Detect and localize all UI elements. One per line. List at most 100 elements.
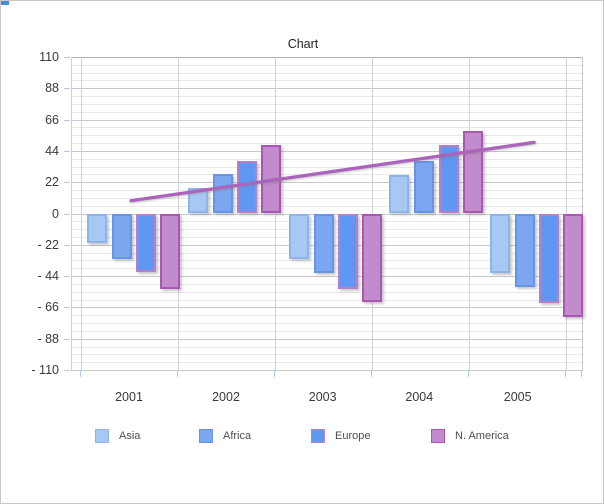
bar-europe-2001	[136, 213, 157, 272]
bar-europe-2005	[539, 213, 560, 304]
minor-gridline	[72, 283, 582, 285]
x-tick-mark	[80, 370, 81, 377]
minor-gridline	[72, 72, 582, 74]
legend-swatch	[199, 429, 213, 443]
legend-item-asia: Asia	[95, 429, 140, 443]
major-gridline	[72, 150, 582, 152]
plot-area	[71, 57, 584, 371]
major-gridline	[72, 57, 582, 58]
y-tick-label: 44	[45, 143, 59, 158]
x-tick-mark	[273, 370, 275, 377]
bar-africa-2004	[414, 160, 435, 214]
minor-gridline	[72, 330, 582, 332]
y-tick-label: 22	[45, 175, 59, 190]
x-tick-label: 2003	[308, 390, 337, 404]
y-tick-label: 88	[45, 81, 59, 96]
window-corner-accent	[1, 1, 9, 5]
bar-asia-2002	[187, 187, 208, 214]
y-tick-mark	[64, 276, 70, 278]
bar-africa-2001	[111, 213, 132, 260]
bar-europe-2004	[438, 145, 459, 214]
minor-gridline	[72, 354, 582, 356]
minor-gridline	[72, 166, 582, 168]
x-tick-label: 2001	[115, 390, 143, 404]
minor-gridline	[72, 143, 582, 145]
major-gridline	[72, 119, 582, 121]
bar-asia-2001	[87, 213, 107, 244]
major-gridline	[72, 88, 582, 90]
y-tick-mark	[64, 338, 70, 340]
major-gridline	[72, 370, 582, 371]
x-tick-mark	[581, 370, 582, 377]
y-tick-label: - 44	[37, 269, 59, 284]
bar-europe-2003	[338, 213, 359, 289]
y-tick-mark	[64, 119, 70, 121]
category-gridline	[81, 57, 82, 370]
bar-africa-2002	[212, 173, 233, 214]
x-tick-label: 2002	[212, 390, 240, 404]
x-tick-label: 2005	[503, 390, 532, 404]
y-tick-label: - 22	[37, 237, 59, 252]
minor-gridline	[72, 315, 582, 317]
x-tick-mark	[564, 370, 566, 377]
bar-namerica-2002	[261, 145, 282, 214]
y-tick-mark	[64, 370, 70, 371]
x-tick-label: 2004	[405, 390, 434, 404]
minor-gridline	[72, 158, 582, 160]
minor-gridline	[72, 323, 582, 325]
minor-gridline	[72, 64, 582, 66]
bar-asia-2003	[288, 213, 309, 260]
bar-namerica-2004	[462, 130, 483, 214]
bar-africa-2003	[313, 213, 334, 274]
bar-namerica-2003	[362, 213, 383, 302]
bar-asia-2004	[389, 175, 410, 214]
legend-swatch	[95, 429, 109, 443]
y-tick-label: 0	[52, 206, 59, 221]
minor-gridline	[72, 190, 582, 192]
x-tick-mark	[467, 370, 469, 377]
legend-swatch	[311, 429, 325, 443]
category-gridline	[274, 57, 276, 370]
bar-namerica-2005	[563, 213, 584, 318]
y-tick-mark	[64, 182, 70, 184]
legend-label: Africa	[223, 430, 252, 442]
y-tick-label: 110	[39, 50, 59, 64]
legend-label: Asia	[119, 430, 141, 442]
legend-label: Europe	[335, 430, 371, 442]
y-tick-label: - 88	[37, 331, 59, 346]
minor-gridline	[72, 174, 582, 176]
minor-gridline	[72, 205, 582, 207]
bar-europe-2002	[237, 160, 258, 214]
minor-gridline	[72, 291, 582, 293]
y-tick-label: - 110	[31, 363, 59, 377]
x-tick-mark	[370, 370, 372, 377]
legend-label: N. America	[455, 430, 509, 442]
minor-gridline	[72, 103, 582, 105]
x-tick-mark	[176, 370, 178, 377]
legend-swatch	[431, 429, 445, 443]
minor-gridline	[72, 197, 582, 199]
bar-africa-2005	[514, 213, 535, 288]
legend-item-namerica: N. America	[431, 429, 509, 443]
y-tick-mark	[64, 57, 70, 58]
minor-gridline	[72, 111, 582, 113]
bar-namerica-2001	[160, 213, 181, 289]
minor-gridline	[72, 362, 582, 364]
minor-gridline	[72, 135, 582, 137]
major-gridline	[72, 276, 582, 278]
y-tick-mark	[64, 307, 70, 309]
minor-gridline	[72, 80, 582, 82]
y-tick-label: - 66	[37, 300, 59, 315]
bar-asia-2005	[490, 213, 510, 274]
y-tick-label: 66	[45, 112, 59, 127]
legend-item-europe: Europe	[311, 429, 370, 443]
minor-gridline	[72, 96, 582, 98]
major-gridline	[72, 182, 582, 184]
legend-item-africa: Africa	[199, 429, 251, 443]
minor-gridline	[72, 299, 582, 301]
minor-gridline	[72, 127, 582, 129]
category-gridline	[468, 57, 470, 370]
y-tick-mark	[64, 150, 70, 152]
y-tick-mark	[64, 213, 70, 215]
